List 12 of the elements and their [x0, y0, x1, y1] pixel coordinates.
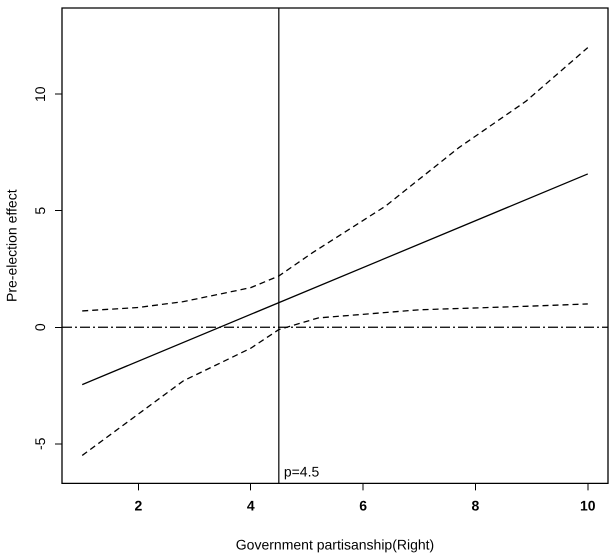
x-tick-label: 8	[472, 498, 480, 514]
x-tick-label: 4	[246, 498, 255, 514]
ref-line-label: p=4.5	[284, 463, 320, 480]
x-tick-label: 2	[134, 498, 142, 514]
x-axis-title: Government partisanship(Right)	[236, 536, 434, 552]
x-tick-label: 6	[359, 498, 368, 514]
y-tick-label: 5	[32, 206, 48, 215]
y-tick-label: 0	[32, 323, 48, 332]
y-tick-label: 10	[32, 86, 48, 102]
y-tick-label: -5	[32, 437, 48, 450]
y-axis-title: Pre-election effect	[3, 189, 20, 302]
x-tick-label: 10	[580, 498, 596, 514]
